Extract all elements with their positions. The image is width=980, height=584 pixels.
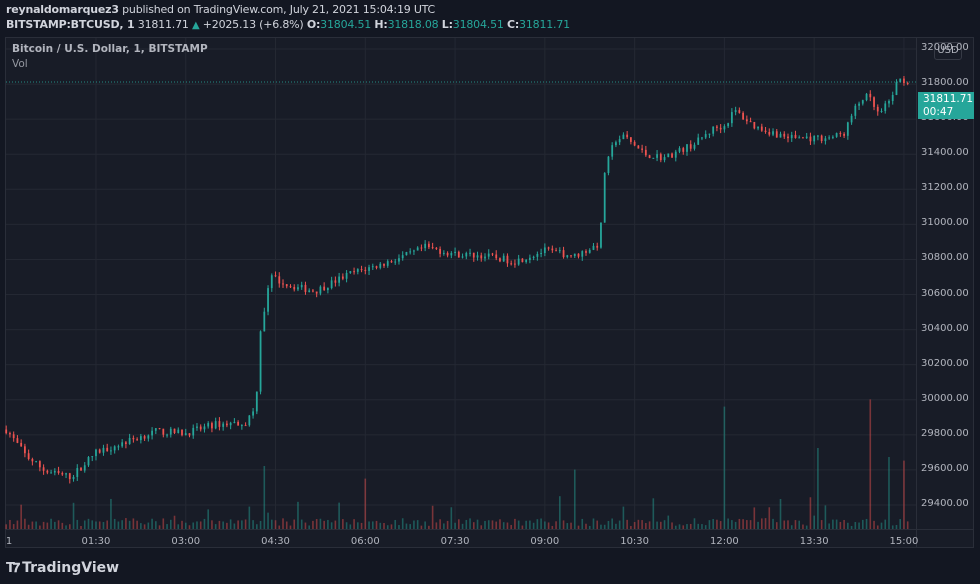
open-label: O: [306,18,321,31]
time-tick-label: 01:30 [81,536,111,547]
time-tick-label: 13:30 [799,536,829,547]
close-value: 31811.71 [519,18,570,31]
series-title: Bitcoin / U.S. Dollar, 1, BITSTAMP [12,43,208,55]
symbol-label: BITSTAMP:BTCUSD, 1 [6,18,135,31]
open-value: 31804.51 [320,18,372,31]
up-arrow-icon: ▲ [191,20,200,31]
symbol-info: BITSTAMP:BTCUSD, 1 31811.71 ▲ +2025.13 (… [6,18,570,31]
time-tick-label: 15:00 [889,536,919,547]
tradingview-logo[interactable]: T𝟕 TradingView [6,560,119,576]
low-label: L: [441,18,453,31]
publish-info: reynaldomarquez3 published on TradingVie… [6,3,435,16]
close-label: C: [506,18,520,31]
volume-label: Vol [12,58,28,70]
time-tick-label: 04:30 [261,536,290,547]
chart-frame[interactable] [5,37,974,548]
high-label: H: [374,18,388,31]
bar-countdown: 00:47 [923,106,954,118]
price-tick-label: 29800.00 [921,427,969,439]
time-tick-label: 09:00 [530,536,560,547]
time-tick-label: 12:00 [709,536,739,547]
tradingview-logo-icon: T𝟕 [6,560,20,576]
price-tick-label: 32000.00 [921,42,969,53]
time-tick-label: 06:00 [350,536,380,547]
time-tick-label: 1 [5,536,13,547]
price-tick-label: 30800.00 [921,252,969,264]
price-tick-label: 29400.00 [921,497,969,509]
publisher-name[interactable]: reynaldomarquez3 [6,3,119,16]
currency-button[interactable]: USD [934,42,962,60]
time-tick-label: 07:30 [440,536,470,547]
last-price: 31811.71 [137,18,189,31]
time-tick-label: 10:30 [620,536,650,547]
price-tick-label: 31400.00 [921,147,969,159]
price-change: +2025.13 (+6.8%) [202,18,304,31]
last-price-label: 31811.71 00:47 [918,92,974,119]
time-tick-label: 03:00 [171,536,201,547]
price-tick-label: 29600.00 [921,462,969,474]
price-tick-label: 30400.00 [921,322,969,334]
price-tick-label: 30000.00 [921,392,969,404]
high-value: 31818.08 [387,18,439,31]
logo-text: TradingView [22,560,120,576]
price-tick-label: 31000.00 [921,217,969,229]
last-price-value: 31811.71 [923,93,974,105]
price-tick-label: 30600.00 [921,287,969,299]
price-tick-label: 31200.00 [921,182,969,194]
price-tick-label: 30200.00 [921,357,969,369]
published-text: published on TradingView.com, July 21, 2… [122,3,436,16]
low-value: 31804.51 [452,18,504,31]
price-tick-label: 31800.00 [921,77,969,89]
